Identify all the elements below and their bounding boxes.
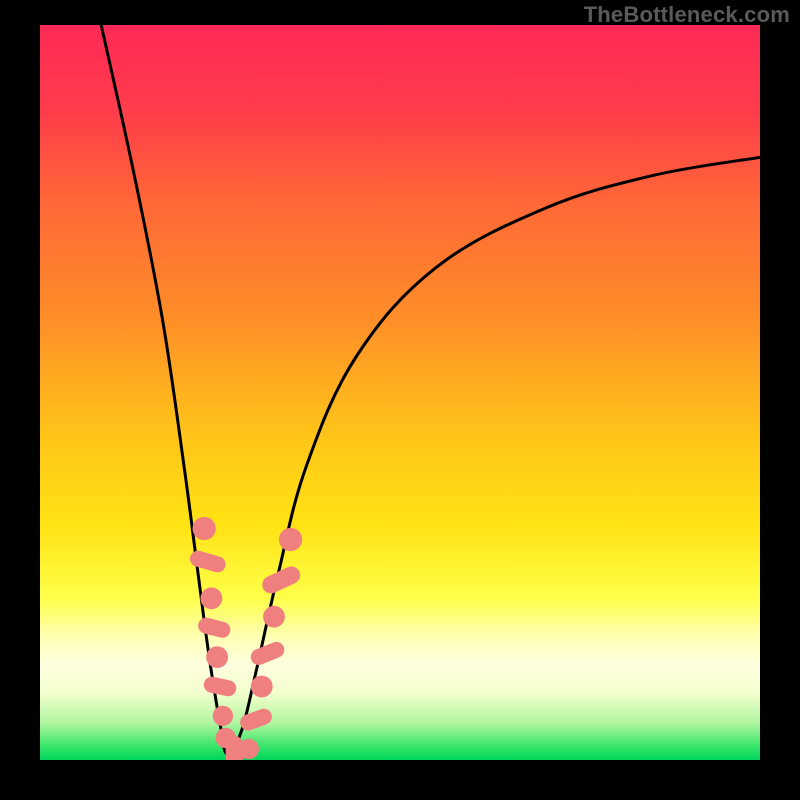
data-point bbox=[239, 739, 259, 759]
data-point bbox=[213, 706, 233, 726]
data-point bbox=[193, 517, 216, 540]
plot-background bbox=[40, 25, 760, 760]
watermark-text: TheBottleneck.com bbox=[584, 2, 790, 28]
chart-canvas: TheBottleneck.com bbox=[0, 0, 800, 800]
bottleneck-curve-chart bbox=[0, 0, 800, 800]
data-point bbox=[200, 587, 222, 609]
data-point bbox=[206, 646, 228, 668]
data-point bbox=[251, 676, 273, 698]
data-point bbox=[263, 606, 285, 628]
data-point bbox=[279, 528, 302, 551]
